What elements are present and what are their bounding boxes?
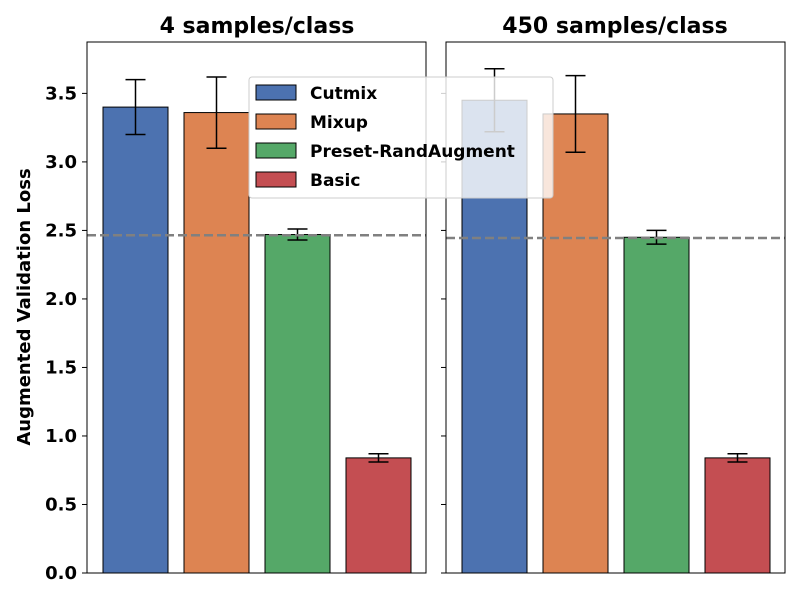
legend-swatch [255, 84, 297, 101]
y-tick-label: 3.5 [45, 83, 77, 104]
error-bar [727, 453, 748, 463]
legend-label: Preset-RandAugment [310, 142, 515, 162]
bar-basic [345, 457, 412, 574]
y-axis-label: Augmented Validation Loss [14, 168, 35, 445]
bar-mixup [542, 113, 609, 574]
y-tick-label: 3.0 [45, 152, 77, 173]
legend-box [248, 76, 554, 199]
error-bar [368, 453, 389, 463]
plot-frame [86, 41, 427, 574]
plot-frame [445, 41, 786, 574]
panel-left [86, 41, 427, 574]
bar-preset-randaugment [264, 234, 331, 574]
bar-preset-randaugment [623, 236, 690, 574]
panel-title-right: 450 samples/class [502, 14, 727, 39]
error-bar [565, 74, 586, 154]
bar-basic [704, 457, 771, 574]
bar-cutmix [102, 106, 169, 574]
y-tick-label: 2.5 [45, 220, 77, 241]
error-bar [125, 78, 146, 136]
legend-label: Mixup [310, 113, 368, 133]
y-axis-ticks: 0.0 0.5 1.0 1.5 2.0 2.5 3.0 3.5 [45, 83, 446, 584]
y-tick-label: 1.0 [45, 426, 77, 447]
y-tick-label: 0.0 [45, 563, 77, 584]
legend-swatch [255, 171, 297, 188]
legend-label: Cutmix [310, 84, 377, 104]
legend-label: Basic [310, 171, 360, 191]
legend-swatch [255, 142, 297, 159]
y-tick-label: 1.5 [45, 357, 77, 378]
legend-swatch [255, 113, 297, 130]
legend: Cutmix Mixup Preset-RandAugment Basic [248, 76, 554, 199]
y-tick-label: 2.0 [45, 289, 77, 310]
y-tick-label: 0.5 [45, 494, 77, 515]
error-bar [206, 76, 227, 149]
bar-mixup [183, 112, 250, 574]
panel-title-left: 4 samples/class [160, 14, 355, 39]
